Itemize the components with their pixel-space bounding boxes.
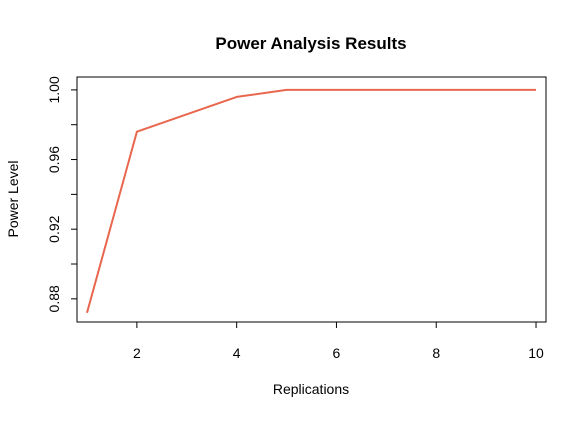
- y-tick-label: 0.92: [46, 215, 62, 242]
- x-tick-label: 6: [333, 345, 341, 361]
- x-tick-label: 8: [432, 345, 440, 361]
- x-tick-label: 4: [233, 345, 241, 361]
- y-axis: 0.88 0.92 0.96 1.00: [46, 76, 77, 312]
- plot-frame: [76, 76, 547, 323]
- x-tick-label: 10: [528, 345, 544, 361]
- series-layer: [86, 88, 536, 314]
- y-tick-label: 1.00: [46, 76, 62, 103]
- series-line: [86, 88, 536, 314]
- x-tick-label: 2: [133, 345, 141, 361]
- x-axis: 2 4 6 8 10: [133, 322, 544, 361]
- y-tick-label: 0.88: [46, 285, 62, 312]
- y-axis-label: Power Level: [5, 160, 21, 237]
- x-axis-label: Replications: [273, 381, 349, 397]
- chart-title: Power Analysis Results: [215, 34, 406, 53]
- y-tick-label: 0.96: [46, 146, 62, 173]
